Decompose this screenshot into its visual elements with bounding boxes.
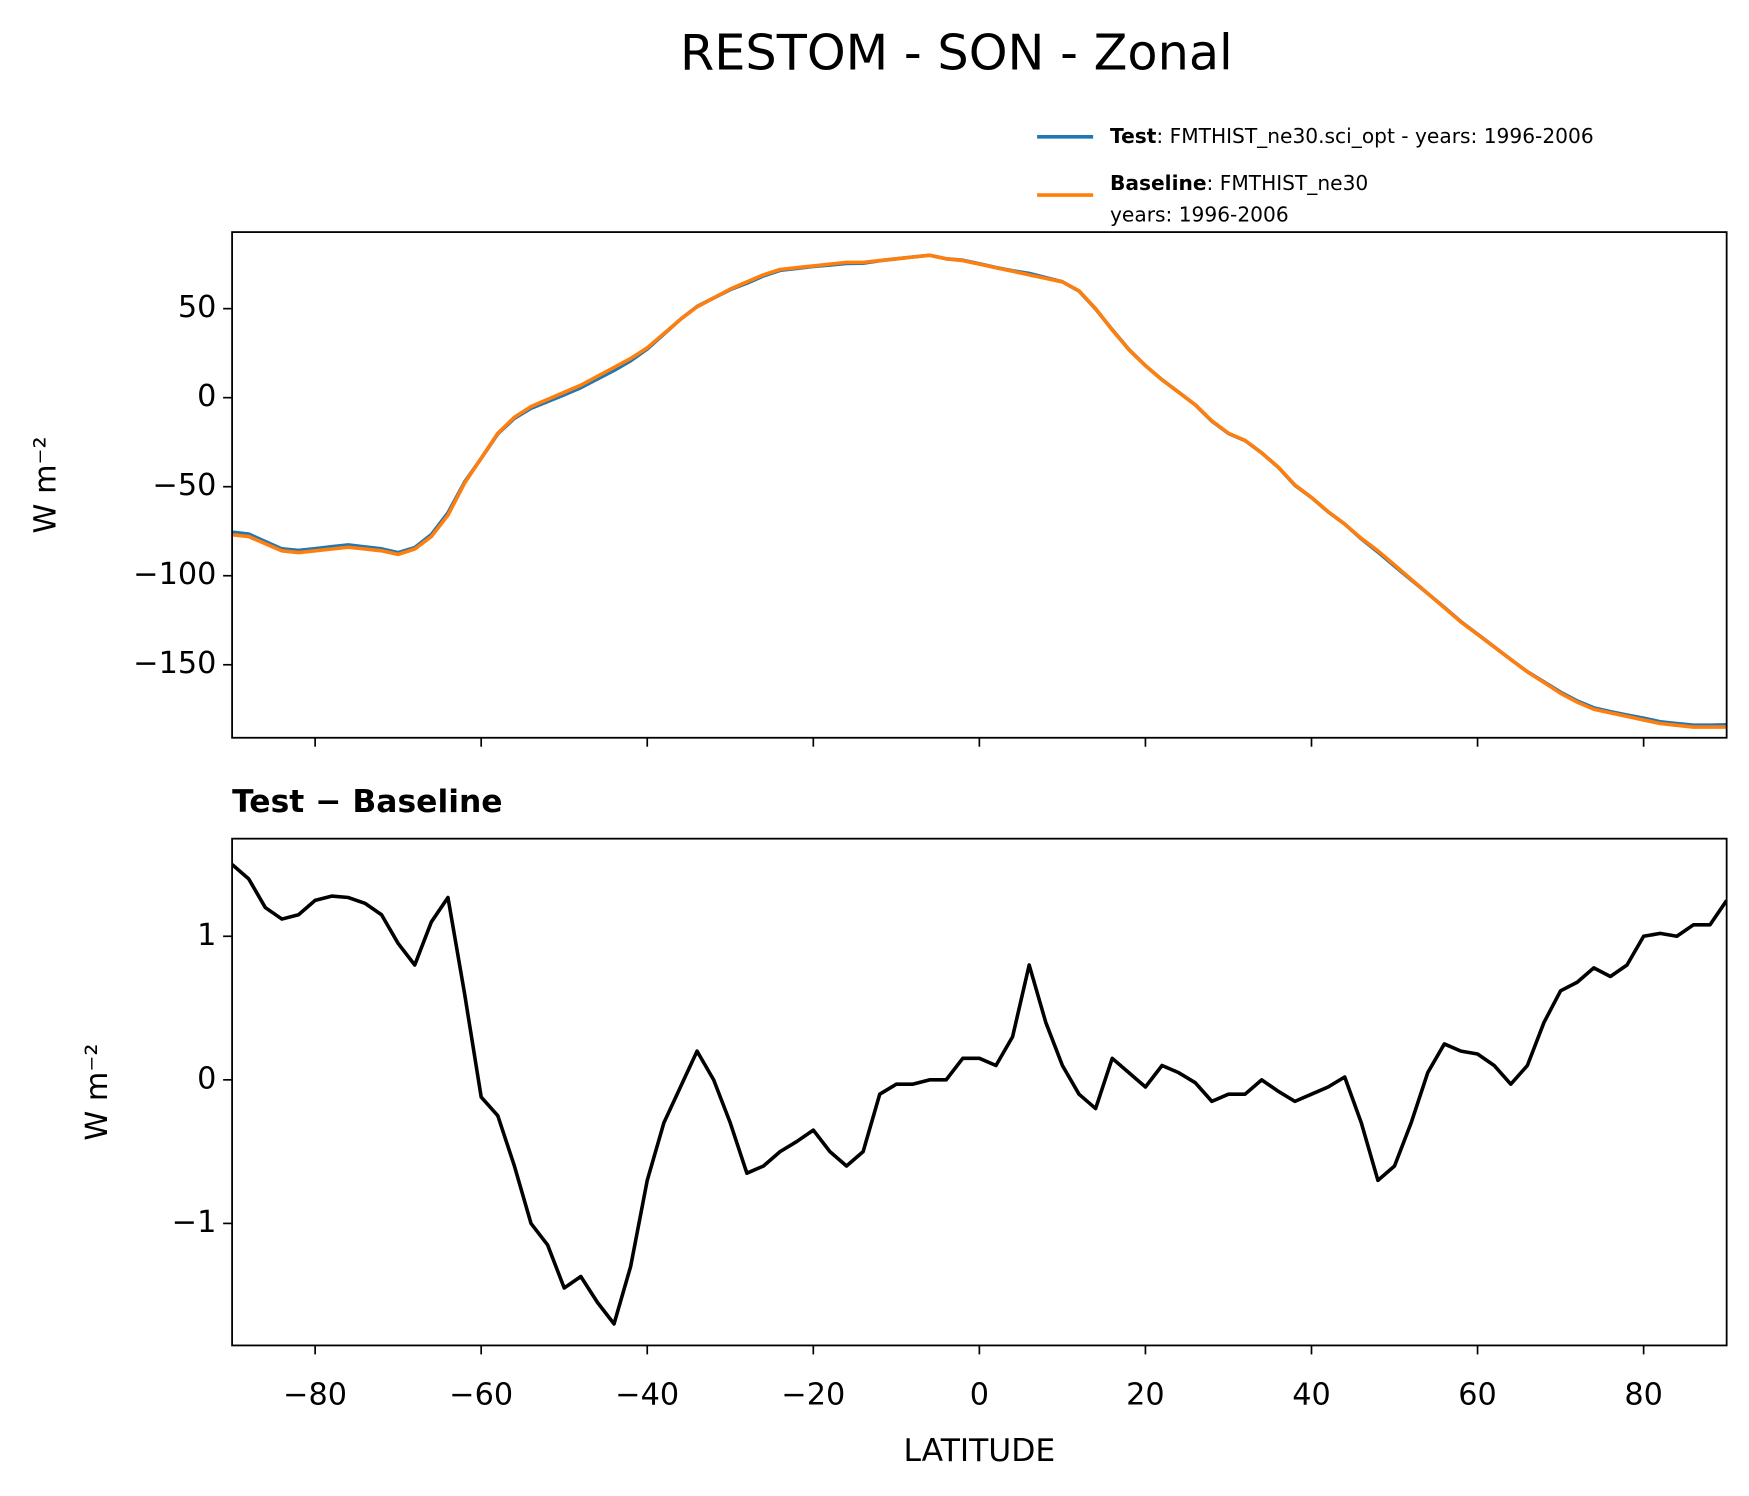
- legend-label: Test: FMTHIST_ne30.sci_opt - years: 1996…: [1110, 123, 1594, 147]
- series-line: [232, 253, 1727, 729]
- y-tick-label: 0: [197, 379, 216, 414]
- x-tick-label: 0: [970, 1377, 989, 1412]
- chart-title: RESTOM - SON - Zonal: [680, 24, 1233, 82]
- x-tick-label: −20: [781, 1377, 845, 1412]
- x-tick-label: 20: [1126, 1377, 1165, 1412]
- y-tick-label: 0: [197, 1061, 216, 1096]
- x-tick-label: −40: [615, 1377, 679, 1412]
- plot-frame: [231, 231, 1728, 739]
- y-tick-label: 50: [178, 290, 217, 325]
- x-tick-label: −60: [449, 1377, 513, 1412]
- x-tick-label: 80: [1624, 1377, 1663, 1412]
- y-tick-label: −50: [153, 468, 217, 503]
- series-line: [232, 863, 1727, 1326]
- x-tick-label: −80: [283, 1377, 347, 1412]
- subtitle: Test − Baseline: [232, 784, 503, 820]
- x-axis-label: LATITUDE: [903, 1433, 1055, 1469]
- y-axis-label: W m⁻²: [29, 436, 64, 533]
- y-tick-label: −100: [133, 557, 216, 592]
- y-tick-label: 1: [197, 918, 216, 953]
- x-tick-label: 60: [1458, 1377, 1497, 1412]
- legend-description: : FMTHIST_ne30.sci_opt - years: 1996-200…: [1156, 123, 1593, 147]
- y-tick-label: −150: [133, 646, 216, 681]
- x-tick-label: 40: [1292, 1377, 1331, 1412]
- y-axis-label: W m⁻²: [80, 1043, 115, 1140]
- y-tick-label: −1: [172, 1205, 217, 1240]
- legend-name: Baseline: [1110, 170, 1207, 194]
- legend-description: : FMTHIST_ne30: [1207, 170, 1369, 194]
- legend-name: Test: [1110, 123, 1157, 147]
- plot-frame: [231, 837, 1728, 1347]
- legend-label: Baseline: FMTHIST_ne30 years: 1996-2006: [1110, 170, 1368, 225]
- legend-description: years: 1996-2006: [1110, 202, 1289, 226]
